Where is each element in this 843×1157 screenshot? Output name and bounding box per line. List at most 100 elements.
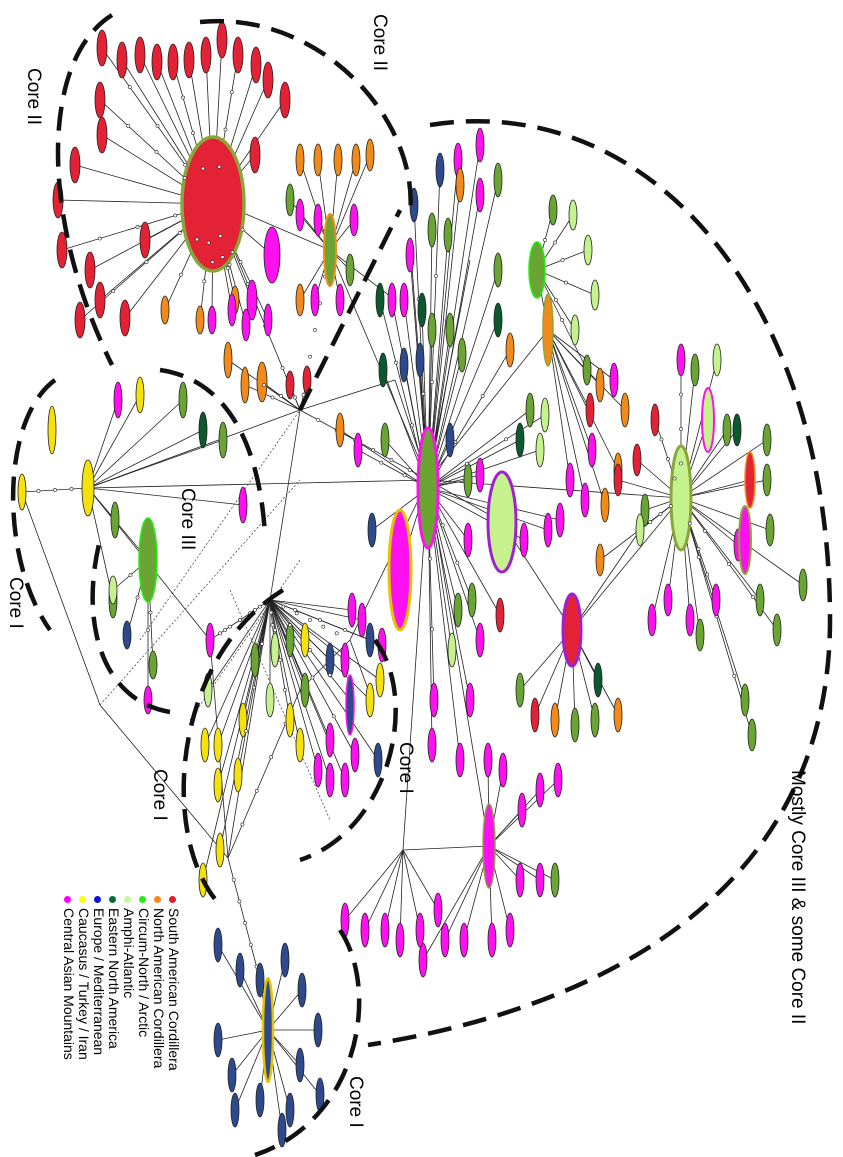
mutation-step xyxy=(253,608,257,612)
haplotype-node xyxy=(255,962,265,998)
mutation-step xyxy=(269,755,274,760)
mutation-step xyxy=(220,255,225,259)
network-edge xyxy=(217,599,271,746)
mutation-step xyxy=(127,85,132,89)
mutation-step xyxy=(128,573,133,577)
mutation-step xyxy=(308,618,312,622)
mutation-step xyxy=(210,260,215,264)
haplotype-node xyxy=(345,253,355,287)
legend-label: Amphi-Atlantic xyxy=(121,908,137,999)
haplotype-node xyxy=(455,742,465,778)
haplotype-node xyxy=(475,127,485,163)
haplotype-node xyxy=(261,976,275,1084)
network-edge xyxy=(427,487,501,616)
mutation-step xyxy=(154,150,159,154)
network-edge xyxy=(547,329,593,451)
haplotype-node xyxy=(349,203,359,237)
network-edge xyxy=(427,144,481,489)
haplotype-node xyxy=(227,293,237,327)
mutation-step xyxy=(283,688,287,692)
network-edge xyxy=(344,849,404,921)
haplotype-node xyxy=(263,303,273,337)
core-boundaries xyxy=(10,13,833,1157)
network-edge xyxy=(488,789,541,847)
haplotype-node xyxy=(94,81,106,119)
legend-swatch xyxy=(109,896,117,903)
mutation-step xyxy=(705,572,710,577)
haplotype-node xyxy=(498,752,508,788)
mutation-step xyxy=(228,624,232,629)
haplotype-node xyxy=(570,314,580,346)
mutation-step xyxy=(394,360,398,365)
haplotype-node xyxy=(227,1057,237,1093)
network-edge xyxy=(427,349,511,489)
network-edge xyxy=(269,599,301,746)
haplotype-node xyxy=(495,597,505,633)
haplotype-node xyxy=(457,337,467,373)
network-edge xyxy=(329,154,371,251)
haplotype-node xyxy=(96,116,108,154)
haplotype-node xyxy=(467,582,477,618)
network-edge xyxy=(269,599,381,681)
haplotype-node xyxy=(465,682,475,718)
haplotype-node xyxy=(139,221,151,259)
mutation-step xyxy=(553,240,557,245)
haplotype-node xyxy=(295,1047,305,1083)
haplotype-node xyxy=(285,1092,295,1128)
mutation-step xyxy=(293,395,297,400)
dotted-edge xyxy=(229,589,331,821)
haplotype-node xyxy=(732,413,742,447)
mutation-step xyxy=(223,628,227,632)
haplotype-node xyxy=(744,451,756,509)
haplotype-node xyxy=(613,463,623,497)
mutation-step xyxy=(379,460,384,465)
haplotype-node xyxy=(313,752,323,788)
network-edge xyxy=(547,329,586,501)
network-edge xyxy=(547,329,615,381)
haplotype-node xyxy=(285,622,295,658)
haplotype-node xyxy=(230,1092,240,1128)
network-edge xyxy=(217,944,269,1031)
haplotype-node xyxy=(122,620,132,650)
mutation-step xyxy=(258,604,262,609)
haplotype-node xyxy=(399,347,409,383)
network-edge xyxy=(87,429,204,489)
backbone-edge xyxy=(269,409,301,601)
mutation-step xyxy=(36,489,41,493)
haplotype-node xyxy=(550,862,560,898)
haplotype-node xyxy=(195,305,205,335)
mutation-step xyxy=(69,487,74,491)
haplotype-node xyxy=(113,381,123,419)
haplotype-node xyxy=(365,682,375,718)
backbone-edge xyxy=(99,704,229,859)
haplotype-node xyxy=(96,29,108,67)
haplotype-node xyxy=(762,423,772,457)
haplotype-node xyxy=(250,642,260,678)
haplotype-node xyxy=(240,366,250,404)
network-edge xyxy=(680,439,768,499)
legend-swatch xyxy=(124,896,132,903)
mutation-step xyxy=(430,627,434,632)
legend-label: North American Cordillera xyxy=(151,908,167,1069)
haplotype-node xyxy=(528,241,546,299)
haplotype-node xyxy=(600,487,610,523)
mutation-step xyxy=(440,523,445,528)
mutation-step xyxy=(465,461,469,466)
haplotype-node xyxy=(635,513,645,547)
mutation-step xyxy=(554,298,558,302)
haplotype-node xyxy=(285,702,295,738)
haplotype-node xyxy=(722,413,732,447)
haplotype-node xyxy=(277,1112,287,1148)
mutation-step xyxy=(240,227,245,232)
haplotype-node xyxy=(313,1012,323,1048)
network-edge xyxy=(364,849,404,931)
haplotype-node xyxy=(447,632,457,668)
mutation-step xyxy=(191,131,195,135)
haplotype-node xyxy=(135,376,145,414)
core-ii-divider xyxy=(297,208,403,412)
backbone-edge xyxy=(571,529,641,631)
haplotype-node xyxy=(685,603,695,637)
haplotype-node xyxy=(84,251,96,289)
haplotype-node xyxy=(357,602,367,638)
